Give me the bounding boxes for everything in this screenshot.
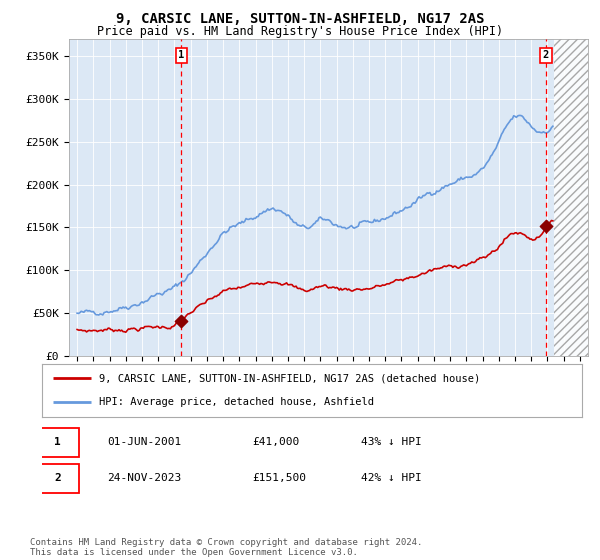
Text: 42% ↓ HPI: 42% ↓ HPI bbox=[361, 473, 421, 483]
Bar bbox=[554, 39, 588, 356]
Text: 2: 2 bbox=[54, 473, 61, 483]
Text: Contains HM Land Registry data © Crown copyright and database right 2024.
This d: Contains HM Land Registry data © Crown c… bbox=[30, 538, 422, 557]
Text: 1: 1 bbox=[178, 50, 184, 60]
Text: 2: 2 bbox=[543, 50, 549, 60]
Point bbox=[176, 316, 186, 325]
Text: £151,500: £151,500 bbox=[253, 473, 307, 483]
Text: 1: 1 bbox=[54, 437, 61, 447]
Text: 01-JUN-2001: 01-JUN-2001 bbox=[107, 437, 181, 447]
Text: 9, CARSIC LANE, SUTTON-IN-ASHFIELD, NG17 2AS: 9, CARSIC LANE, SUTTON-IN-ASHFIELD, NG17… bbox=[116, 12, 484, 26]
Text: 24-NOV-2023: 24-NOV-2023 bbox=[107, 473, 181, 483]
FancyBboxPatch shape bbox=[37, 428, 79, 457]
FancyBboxPatch shape bbox=[37, 464, 79, 493]
Text: Price paid vs. HM Land Registry's House Price Index (HPI): Price paid vs. HM Land Registry's House … bbox=[97, 25, 503, 38]
Text: £41,000: £41,000 bbox=[253, 437, 300, 447]
Text: 43% ↓ HPI: 43% ↓ HPI bbox=[361, 437, 421, 447]
Point bbox=[541, 222, 551, 231]
Text: HPI: Average price, detached house, Ashfield: HPI: Average price, detached house, Ashf… bbox=[98, 397, 374, 407]
Text: 9, CARSIC LANE, SUTTON-IN-ASHFIELD, NG17 2AS (detached house): 9, CARSIC LANE, SUTTON-IN-ASHFIELD, NG17… bbox=[98, 374, 480, 384]
